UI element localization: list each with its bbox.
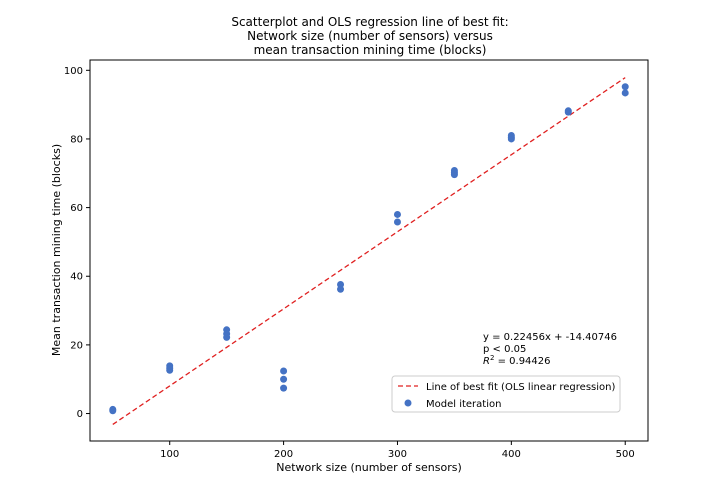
regression-line [112,77,626,425]
data-point [337,285,345,293]
data-point [223,333,231,341]
r-squared-exponent: 2 [490,354,494,362]
data-point [507,135,515,143]
data-point [393,210,401,218]
data-point [280,384,288,392]
x-tick-label: 100 [160,449,179,460]
legend-marker-key [404,399,412,407]
x-tick-label: 200 [274,449,293,460]
legend: Line of best fit (OLS linear regression)… [391,375,621,413]
data-point [621,83,629,91]
legend-label-fit-line: Line of best fit (OLS linear regression) [426,382,615,393]
legend-label-model-iteration: Model iteration [426,399,501,410]
plot-frame [89,59,649,442]
r-squared-text: R2 = 0.94426 [483,354,551,367]
chart-title-line-1: Scatterplot and OLS regression line of b… [231,15,508,29]
data-point [564,108,572,116]
x-tick-label: 400 [502,449,521,460]
x-axis-label: Network size (number of sensors) [276,461,462,474]
y-tick-label: 0 [77,409,83,420]
regression-annotation: y = 0.22456x + -14.40746 p < 0.05 R2 = 0… [483,332,617,367]
data-point [450,171,458,179]
data-point [280,367,288,375]
y-tick-label: 20 [70,340,83,351]
regression-equation: y = 0.22456x + -14.40746 [483,332,617,343]
data-point [393,218,401,226]
y-tick-label: 60 [70,203,83,214]
chart-title: Scatterplot and OLS regression line of b… [231,15,508,57]
plot-area: 100 200 300 400 500 0 20 40 60 80 100 [64,66,635,460]
data-point [621,89,629,97]
y-tick-label: 40 [70,272,83,283]
data-point [109,407,117,415]
p-value-text: p < 0.05 [483,344,526,355]
legend-box [391,375,621,413]
r-squared-symbol: R [483,356,490,367]
data-point [166,366,174,374]
r-squared-value: = 0.94426 [494,356,550,367]
y-axis-label: Mean transaction mining time (blocks) [50,144,63,356]
data-point [337,280,345,288]
x-tick-label: 300 [388,449,407,460]
y-tick-label: 100 [64,66,83,77]
chart-title-line-2: Network size (number of sensors) versus [247,29,493,43]
y-tick-label: 80 [70,134,83,145]
chart-title-line-3: mean transaction mining time (blocks) [254,43,487,57]
data-point [280,375,288,383]
x-tick-label: 500 [616,449,635,460]
